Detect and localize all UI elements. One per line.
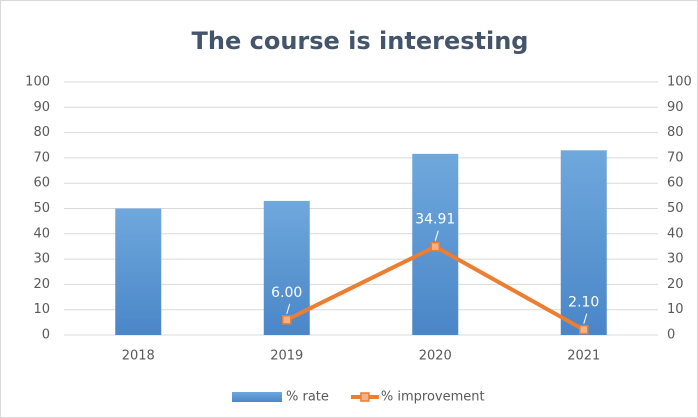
y-tick-label: 100	[25, 75, 50, 90]
label-leader	[286, 303, 291, 314]
y-tick-label: 0	[42, 328, 50, 343]
y2-tick-label: 0	[667, 328, 675, 343]
x-tick-label: 2020	[419, 349, 452, 364]
label-leader	[434, 230, 439, 241]
marker	[430, 241, 440, 252]
y-tick-label: 50	[33, 201, 50, 216]
y2-tick-label: 100	[667, 75, 692, 90]
data-label: 2.10	[568, 295, 599, 311]
legend-swatch	[360, 392, 370, 402]
x-tick-label: 2019	[270, 349, 303, 364]
y2-tick-label: 20	[667, 277, 684, 292]
legend-label: % improvement	[381, 390, 485, 405]
y2-tick-label: 80	[667, 125, 684, 140]
chart-title: The course is interesting	[192, 27, 529, 55]
legend-label: % rate	[286, 390, 329, 405]
y-tick-label: 60	[33, 176, 50, 191]
y2-tick-label: 90	[667, 100, 684, 115]
x-tick-label: 2021	[567, 349, 600, 364]
y-tick-label: 90	[33, 100, 50, 115]
x-tick-label: 2018	[122, 349, 155, 364]
y-tick-label: 10	[33, 302, 50, 317]
bar	[115, 208, 162, 335]
y2-tick-label: 70	[667, 150, 684, 165]
y2-tick-label: 30	[667, 252, 684, 267]
y-tick-label: 30	[33, 252, 50, 267]
y-tick-label: 20	[33, 277, 50, 292]
y2-tick-label: 50	[667, 201, 684, 216]
y2-tick-label: 40	[667, 226, 684, 241]
y-tick-label: 80	[33, 125, 50, 140]
marker	[579, 324, 589, 335]
data-label: 34.91	[415, 212, 455, 228]
bar	[560, 150, 607, 335]
legend-swatch	[232, 392, 282, 402]
data-label: 6.00	[271, 285, 302, 301]
marker	[282, 315, 292, 325]
y-tick-label: 70	[33, 150, 50, 165]
bar	[263, 200, 310, 335]
y2-tick-label: 60	[667, 176, 684, 191]
y2-tick-label: 10	[667, 302, 684, 317]
y-tick-label: 40	[33, 226, 50, 241]
label-leader	[583, 313, 588, 324]
